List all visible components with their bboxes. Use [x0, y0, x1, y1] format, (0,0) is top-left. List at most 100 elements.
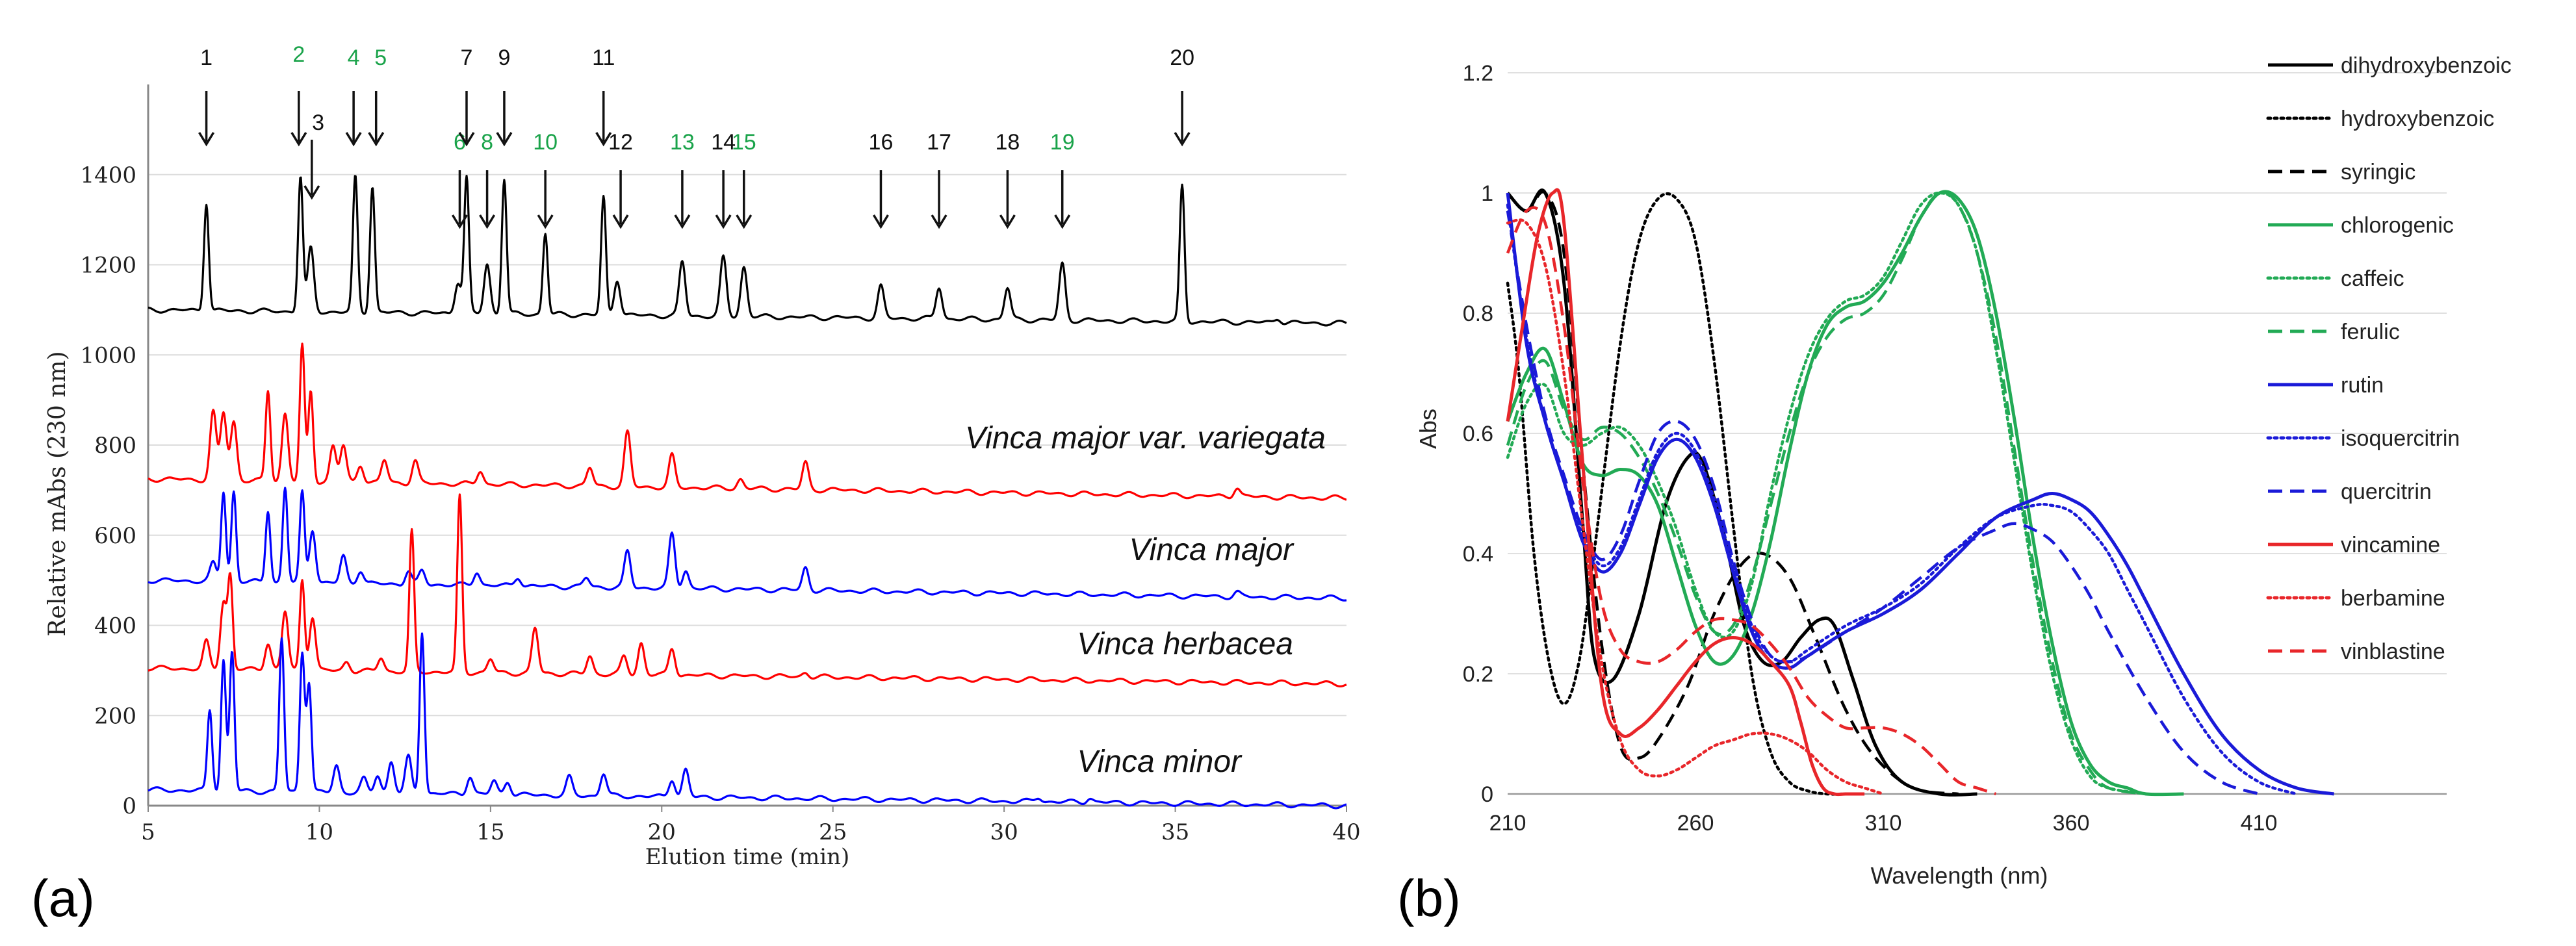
- panel-b: 0 0.2 0.4 0.6 0.8 1 1.2 210 260 310 360 410 dihydro…: [1397, 53, 2512, 927]
- peak-arrowhead-5: [368, 132, 385, 147]
- spectrum-syringic: [1506, 190, 1959, 796]
- spectrum-rutin: [1506, 192, 2334, 796]
- legend-label-syringic: syringic: [2341, 160, 2415, 185]
- panel-b-series: [1506, 188, 2334, 797]
- panel-a-series: [148, 175, 1347, 810]
- panel-a-x-tick-label: 15: [476, 819, 504, 845]
- panel-a-y-tick-label: 1000: [80, 342, 136, 368]
- spectrum-quercitrin: [1506, 211, 2260, 796]
- panel-b-y-tick-label: 0.6: [1463, 422, 1493, 446]
- peak-label-5: 5: [374, 45, 387, 70]
- panel-a-y-tick-label: 1400: [80, 162, 136, 188]
- spectrum-chlorogenic: [1506, 190, 2184, 797]
- panel-b-y-tick-label: 0.2: [1463, 662, 1493, 687]
- peak-arrowhead-6: [451, 214, 468, 229]
- peak-arrowhead-20: [1174, 132, 1191, 147]
- panel-a-y-tick-label: 200: [94, 703, 136, 729]
- spectrum-ferulic: [1506, 191, 2146, 796]
- peak-label-3: 3: [312, 110, 324, 135]
- panel-a-y-tick-label: 0: [122, 793, 136, 819]
- panel-a-y-label: Relative mAbs (230 nm): [44, 351, 71, 636]
- panel-b-x-tick-label: 360: [2053, 811, 2090, 836]
- legend-label-hydroxybenzoic: hydroxybenzoic: [2341, 107, 2494, 131]
- panel-b-label: (b): [1397, 869, 1461, 927]
- peak-label-9: 9: [498, 45, 510, 70]
- panel-a-trace-2: [148, 487, 1347, 602]
- annotation-2: Vinca herbacea: [1077, 627, 1293, 661]
- panel-a-y-tick-label: 400: [94, 613, 136, 639]
- legend-label-chlorogenic: chlorogenic: [2341, 213, 2454, 238]
- panel-b-x-tick-label: 410: [2241, 811, 2278, 836]
- panel-a-trace-4: [148, 632, 1347, 810]
- peak-label-10: 10: [533, 130, 558, 155]
- spectrum-berbamine: [1506, 218, 1885, 796]
- panel-a-trace-3: [148, 493, 1347, 687]
- peak-arrowhead-8: [479, 214, 496, 229]
- panel-b-x-tick-label: 260: [1677, 811, 1714, 836]
- panel-b-y-tick-label: 0.8: [1463, 301, 1493, 326]
- annotation-1: Vinca major: [1129, 533, 1294, 567]
- peak-arrowhead-2: [290, 132, 307, 147]
- panel-a-tick-labels: 0 200 400 600 800 1000 1200 1400 5 10 15 20 25 30 35 40: [80, 162, 1360, 845]
- panel-b-y-tick-label: 1: [1481, 181, 1493, 206]
- peak-label-15: 15: [732, 130, 756, 155]
- panel-b-y-tick-label: 1.2: [1463, 61, 1493, 86]
- legend-label-caffeic: caffeic: [2341, 266, 2404, 291]
- spectrum-vinblastine: [1506, 206, 1997, 796]
- panel-a-x-tick-label: 30: [990, 819, 1018, 845]
- spectrum-dihydroxybenzoic: [1506, 188, 1977, 797]
- peak-label-18: 18: [995, 130, 1020, 155]
- panel-a-x-tick-label: 35: [1161, 819, 1189, 845]
- panel-a-trace-1: [148, 342, 1347, 501]
- peak-arrowhead-1: [198, 132, 215, 147]
- legend-label-berbamine: berbamine: [2341, 586, 2445, 611]
- panel-a-x-tick-label: 10: [305, 819, 333, 845]
- legend-label-isoquercitrin: isoquercitrin: [2341, 426, 2460, 451]
- peak-label-16: 16: [869, 130, 894, 155]
- legend-label-vinblastine: vinblastine: [2341, 639, 2445, 664]
- annotation-0: Vinca major var. variegata: [965, 421, 1326, 455]
- panel-b-y-tick-label: 0.4: [1463, 542, 1493, 567]
- peak-arrowhead-7: [458, 132, 475, 147]
- panel-a-axes: [147, 84, 1346, 807]
- peak-arrowhead-18: [999, 214, 1016, 229]
- panel-a-x-tick-label: 40: [1332, 819, 1360, 845]
- peak-label-4: 4: [348, 45, 360, 70]
- panel-a-gridlines: [148, 173, 1346, 717]
- peak-label-7: 7: [461, 45, 473, 70]
- spectrum-hydroxybenzoic: [1506, 192, 1848, 796]
- spectrum-vincamine: [1506, 188, 1865, 797]
- annotation-3: Vinca minor: [1077, 745, 1243, 779]
- peak-label-8: 8: [481, 130, 493, 155]
- peak-label-20: 20: [1170, 45, 1194, 70]
- panel-a-x-tick-label: 20: [648, 819, 676, 845]
- peak-arrowhead-13: [674, 214, 691, 229]
- panel-b-x-tick-label: 210: [1489, 811, 1526, 836]
- peak-label-1: 1: [200, 45, 213, 70]
- peak-arrowhead-19: [1054, 214, 1071, 229]
- panel-b-gridlines: [1508, 72, 2447, 674]
- panel-a-y-tick-label: 1200: [80, 253, 136, 279]
- peak-arrowhead-16: [872, 214, 889, 229]
- peak-label-2: 2: [292, 42, 305, 67]
- peak-label-12: 12: [608, 130, 633, 155]
- peak-label-17: 17: [927, 130, 951, 155]
- peak-arrowhead-10: [537, 214, 554, 229]
- panel-a-trace-0: [148, 175, 1347, 327]
- peak-label-13: 13: [670, 130, 695, 155]
- peak-arrowhead-4: [345, 132, 362, 147]
- panel-b-y-label: Abs: [1415, 409, 1441, 449]
- panel-b-y-tick-label: 0: [1481, 782, 1493, 807]
- legend-label-quercitrin: quercitrin: [2341, 479, 2432, 504]
- peak-label-19: 19: [1050, 130, 1075, 155]
- legend-label-vincamine: vincamine: [2341, 533, 2440, 557]
- peak-arrowhead-9: [496, 132, 513, 147]
- peak-label-14: 14: [711, 130, 736, 155]
- panel-b-tick-labels: 0 0.2 0.4 0.6 0.8 1 1.2 210 260 310 360 410: [1463, 61, 2278, 836]
- peak-arrowhead-17: [931, 214, 947, 229]
- peak-label-11: 11: [592, 45, 615, 70]
- peak-arrowhead-15: [736, 214, 753, 229]
